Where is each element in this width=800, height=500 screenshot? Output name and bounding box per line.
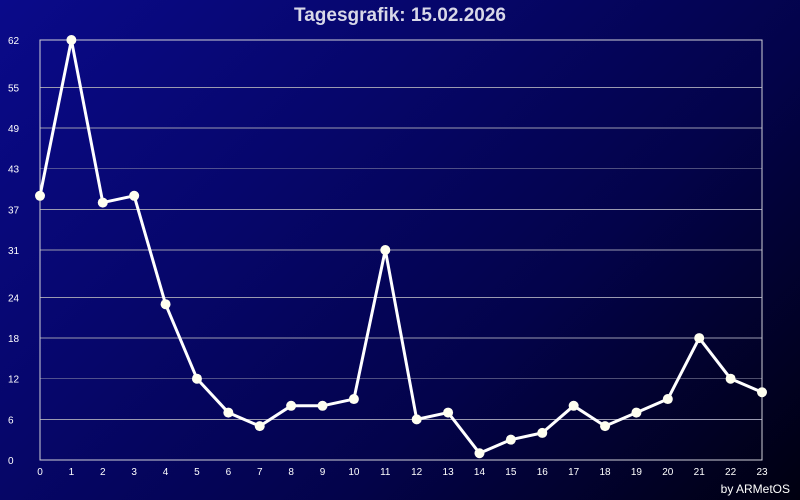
x-tick-label: 16	[537, 467, 549, 478]
y-tick-label: 37	[8, 205, 20, 216]
x-tick-label: 5	[194, 467, 200, 478]
data-point	[725, 373, 736, 384]
x-tick-label: 15	[505, 467, 517, 478]
data-point	[129, 190, 140, 201]
x-tick-label: 21	[694, 467, 706, 478]
data-point	[97, 197, 108, 208]
data-point	[348, 394, 359, 405]
data-point	[35, 190, 45, 201]
data-point	[66, 35, 77, 45]
data-point	[568, 400, 579, 411]
y-tick-label: 6	[8, 415, 14, 426]
data-point	[443, 407, 454, 418]
data-point	[694, 333, 705, 344]
x-tick-label: 9	[320, 467, 326, 478]
y-tick-label: 62	[8, 36, 20, 47]
x-tick-label: 19	[631, 467, 643, 478]
y-tick-label: 18	[8, 334, 20, 345]
x-tick-label: 6	[226, 467, 232, 478]
data-point	[631, 407, 642, 418]
y-tick-label: 12	[8, 375, 20, 386]
series-line	[38, 38, 763, 455]
x-tick-label: 4	[163, 467, 169, 478]
x-tick-label: 22	[725, 467, 737, 478]
x-tick-label: 17	[568, 467, 580, 478]
x-tick-label: 0	[37, 467, 43, 478]
y-tick-label: 55	[8, 83, 20, 94]
x-tick-label: 23	[756, 467, 768, 478]
x-tick-label: 3	[131, 467, 137, 478]
data-point	[537, 427, 548, 438]
x-tick-label: 12	[411, 467, 423, 478]
data-point	[380, 245, 391, 255]
y-tick-label: 31	[8, 246, 20, 257]
x-tick-label: 8	[288, 467, 294, 478]
data-point	[191, 373, 202, 384]
data-point	[505, 434, 516, 445]
y-tick-label: 24	[8, 293, 20, 304]
x-tick-label: 13	[443, 467, 455, 478]
x-tick-label: 18	[599, 467, 611, 478]
data-point	[317, 400, 328, 411]
data-point	[600, 421, 611, 432]
y-tick-label: 0	[8, 456, 14, 467]
data-point	[254, 421, 265, 432]
data-point	[662, 394, 673, 405]
data-point	[757, 387, 767, 398]
y-tick-label: 43	[8, 165, 20, 176]
x-tick-label: 7	[257, 467, 263, 478]
x-tick-label: 1	[69, 467, 75, 478]
x-tick-label: 10	[348, 467, 360, 478]
x-tick-label: 20	[662, 467, 674, 478]
data-point	[411, 414, 422, 425]
data-point	[286, 400, 297, 411]
data-point	[223, 407, 234, 418]
x-tick-label: 14	[474, 467, 486, 478]
data-point	[474, 448, 485, 459]
plot-frame	[39, 39, 763, 461]
y-tick-label: 49	[8, 124, 20, 135]
data-point	[160, 299, 171, 310]
credit-text: by ARMetOS	[720, 482, 790, 496]
x-tick-label: 2	[100, 467, 106, 478]
chart-title: Tagesgrafik: 15.02.2026	[294, 5, 506, 26]
x-tick-label: 11	[380, 467, 391, 478]
